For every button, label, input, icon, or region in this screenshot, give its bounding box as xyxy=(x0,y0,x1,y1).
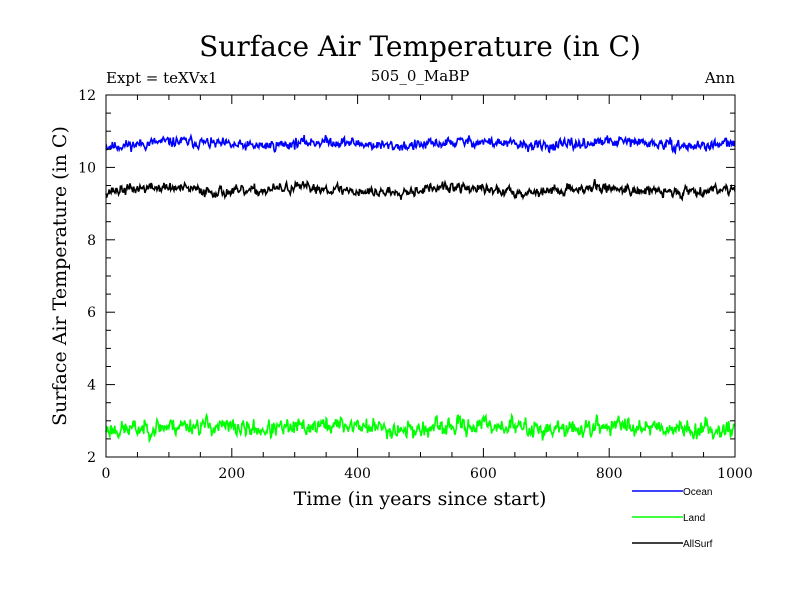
series-layer xyxy=(105,133,736,444)
x-tick-label: 400 xyxy=(344,466,371,482)
plot-frame xyxy=(105,94,736,458)
x-tick-label: 1000 xyxy=(717,466,753,482)
subtitle-experiment: Expt = teXVx1 xyxy=(106,69,218,87)
series-line-land xyxy=(105,412,736,444)
y-tick-label: 4 xyxy=(87,378,96,394)
y-tick-label: 12 xyxy=(78,88,96,104)
legend-label-ocean: Ocean xyxy=(683,487,712,498)
legend-label-allsurf: AllSurf xyxy=(683,539,713,550)
legend-label-land: Land xyxy=(683,513,705,524)
y-tick-label: 6 xyxy=(87,305,96,321)
x-tick-label: 200 xyxy=(218,466,245,482)
y-tick-label: 2 xyxy=(87,450,96,466)
subtitle-season: Ann xyxy=(704,69,735,87)
series-line-ocean xyxy=(105,133,736,155)
series-line-allsurf xyxy=(105,179,736,202)
x-axis-label: Time (in years since start) xyxy=(294,488,547,510)
x-tick-label: 600 xyxy=(470,466,497,482)
subtitle-run: 505_0_MaBP xyxy=(371,67,470,85)
chart-title: Surface Air Temperature (in C) xyxy=(199,30,641,63)
x-tick-label: 0 xyxy=(102,466,111,482)
x-tick-label: 800 xyxy=(596,466,623,482)
axis-layer: 0 200 400 600 800 1000 2 4 6 8 10 12 xyxy=(78,88,753,482)
y-tick-label: 8 xyxy=(87,233,96,249)
legend: Ocean Land AllSurf xyxy=(632,487,713,550)
y-axis-label: Surface Air Temperature (in C) xyxy=(49,126,71,426)
y-tick-label: 10 xyxy=(78,160,96,176)
